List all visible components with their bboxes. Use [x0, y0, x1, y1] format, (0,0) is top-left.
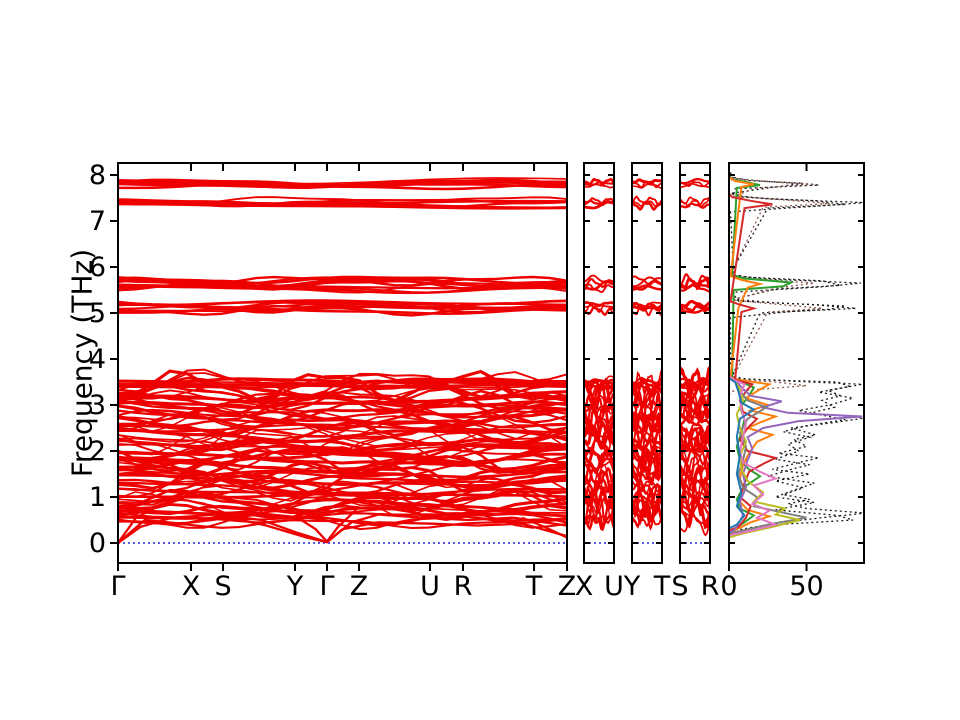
- svg-text:Z: Z: [558, 571, 577, 602]
- dos-series-olive: [729, 377, 801, 539]
- svg-text:7: 7: [89, 206, 106, 237]
- svg-text:4: 4: [89, 344, 106, 375]
- svg-text:0: 0: [720, 571, 737, 602]
- dos-series-purple: [729, 374, 863, 534]
- svg-text:X: X: [182, 571, 201, 602]
- dos-panel: 0 50: [720, 162, 865, 602]
- svg-text:5: 5: [89, 298, 106, 329]
- svg-text:0: 0: [89, 528, 106, 559]
- svg-text:R: R: [701, 571, 720, 602]
- svg-text:S: S: [214, 571, 231, 602]
- svg-text:X: X: [575, 571, 594, 602]
- svg-text:T: T: [525, 571, 543, 602]
- svg-text:6: 6: [89, 252, 106, 283]
- svg-text:Γ: Γ: [110, 571, 125, 602]
- svg-text:U: U: [604, 571, 624, 602]
- svg-text:1: 1: [89, 482, 106, 513]
- svg-text:R: R: [454, 571, 473, 602]
- svg-text:3: 3: [89, 390, 106, 421]
- y-axis-label: Frequency (THz): [65, 248, 99, 478]
- svg-text:U: U: [420, 571, 440, 602]
- svg-text:Y: Y: [286, 571, 304, 602]
- svg-text:S: S: [671, 571, 688, 602]
- main-panel: [117, 162, 568, 564]
- dos-series-orange: [729, 176, 779, 534]
- svg-text:8: 8: [89, 160, 106, 191]
- dos-series-blue: [729, 377, 756, 530]
- svg-text:Γ: Γ: [319, 571, 334, 602]
- svg-text:Y: Y: [623, 571, 641, 602]
- svg-text:T: T: [653, 571, 671, 602]
- svg-text:2: 2: [89, 436, 106, 467]
- svg-text:50: 50: [789, 571, 823, 602]
- svg-text:Z: Z: [350, 571, 369, 602]
